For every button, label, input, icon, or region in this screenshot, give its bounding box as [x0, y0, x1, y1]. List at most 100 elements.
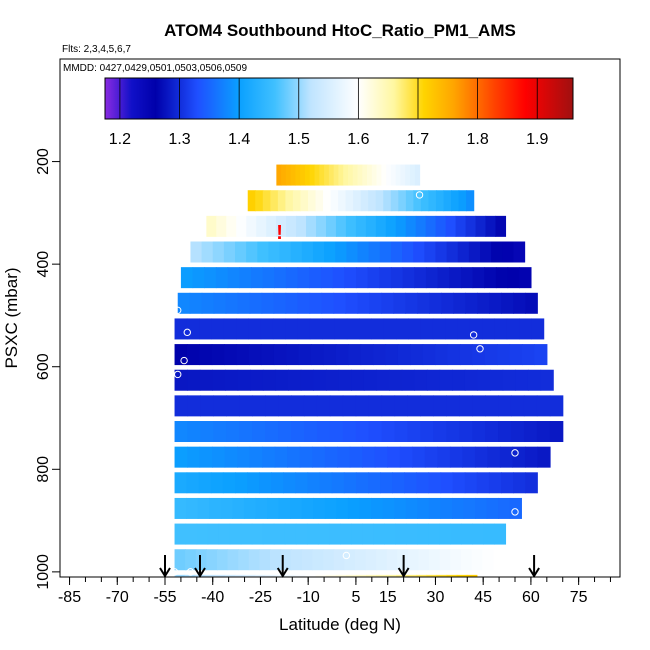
heatmap-cell [484, 267, 497, 289]
heatmap-cell [271, 472, 284, 494]
heatmap-cell [497, 344, 511, 366]
heatmap-cell [212, 369, 226, 391]
heatmap-cell [274, 446, 288, 468]
heatmap-cell [285, 164, 292, 186]
heatmap-cell [285, 267, 299, 289]
heatmap-cell [301, 241, 314, 263]
heatmap-cell [338, 190, 347, 212]
heatmap-cell [185, 523, 198, 545]
heatmap-cell [286, 215, 297, 237]
colorbar-tick-label: 1.5 [288, 131, 310, 148]
heatmap-cell [371, 318, 385, 340]
heatmap-cell [357, 292, 371, 314]
heatmap-cell [286, 344, 300, 366]
profile-point [174, 370, 182, 379]
heatmap-cell [472, 267, 485, 289]
heatmap-cell [509, 344, 523, 366]
heatmap-cell [306, 215, 317, 237]
heatmap-cell [371, 497, 384, 519]
heatmap-cell [384, 523, 396, 545]
heatmap-cell [227, 267, 240, 289]
heatmap-cell [267, 497, 280, 519]
heatmap-cell [357, 164, 363, 186]
heatmap-cell [453, 292, 466, 314]
heatmap-cell [344, 267, 357, 289]
heatmap-cell [190, 241, 203, 263]
heatmap-cell [369, 292, 383, 314]
heatmap-cell [216, 215, 227, 237]
heatmap-cell [174, 344, 188, 366]
heatmap-cell [316, 395, 331, 417]
profile-point [565, 414, 573, 422]
flight-marker-arrow [397, 567, 410, 578]
heatmap-cell [373, 523, 385, 545]
heatmap-cell [331, 472, 345, 494]
heatmap-cell [278, 395, 292, 417]
heatmap-cell [333, 164, 340, 186]
x-tick-label: 30 [427, 589, 445, 606]
heatmap-cell [270, 190, 279, 212]
heatmap-cell [250, 369, 264, 391]
heatmap-cell [491, 241, 503, 263]
y-tick-label: 600 [35, 353, 52, 380]
heatmap-cell [498, 497, 511, 519]
heatmap-cell [285, 292, 299, 314]
heatmap-cell [395, 215, 407, 237]
heatmap-cell [475, 497, 488, 519]
heatmap-cell [362, 164, 368, 186]
heatmap-cell [435, 215, 447, 237]
heatmap-cell [295, 472, 309, 494]
heatmap-cell [502, 241, 515, 263]
heatmap-cell [381, 164, 387, 186]
heatmap-cell [368, 241, 381, 263]
heatmap-cell [295, 574, 307, 577]
heatmap-cell [536, 421, 551, 443]
heatmap-cell [523, 421, 538, 443]
heatmap-cell [299, 446, 313, 468]
heatmap-cell [405, 215, 417, 237]
heatmap-cell [483, 523, 496, 545]
heatmap-cell [250, 267, 264, 289]
heatmap-cell [425, 267, 439, 289]
heatmap-cell [446, 241, 459, 263]
heatmap-cell [487, 446, 501, 468]
heatmap-cell [352, 164, 359, 186]
heatmap-cell [368, 472, 381, 494]
heatmap-cell [277, 190, 286, 212]
heatmap-cell [459, 395, 473, 417]
heatmap-cell [276, 164, 282, 186]
heatmap-cell [428, 523, 440, 545]
heatmap-cell [482, 318, 496, 340]
heatmap-cell [480, 241, 492, 263]
heatmap-cell [252, 395, 266, 417]
heatmap-cell [174, 497, 187, 519]
heatmap-cell [340, 523, 352, 545]
flight-marker-arrow [276, 567, 289, 578]
heatmap-cell [174, 472, 188, 494]
heatmap-cell [297, 267, 310, 289]
heatmap-cell [246, 215, 257, 237]
heatmap-cell [345, 292, 359, 314]
heatmap-cell [278, 497, 291, 519]
heatmap-cell [306, 523, 319, 545]
heatmap-cell [311, 344, 325, 366]
heatmap-cell [276, 215, 287, 237]
heatmap-cell [477, 369, 491, 391]
heatmap-cell [236, 318, 249, 340]
heatmap-cell [313, 497, 326, 519]
heatmap-cell [262, 446, 276, 468]
heatmap-cell [512, 446, 526, 468]
heatmap-cell [513, 292, 526, 314]
heatmap-cell [472, 523, 484, 545]
heatmap-cell [385, 344, 399, 366]
heatmap-cell [335, 241, 347, 263]
heatmap-cell [386, 574, 397, 577]
profile-point [511, 449, 519, 457]
heatmap-cell [260, 318, 274, 340]
heatmap-cell [174, 523, 187, 545]
heatmap-cell [494, 318, 508, 340]
y-axis-label: PSXC (mbar) [2, 267, 21, 368]
heatmap-cell [433, 395, 447, 417]
heatmap-cell [281, 164, 287, 186]
heatmap-cell [486, 497, 499, 519]
